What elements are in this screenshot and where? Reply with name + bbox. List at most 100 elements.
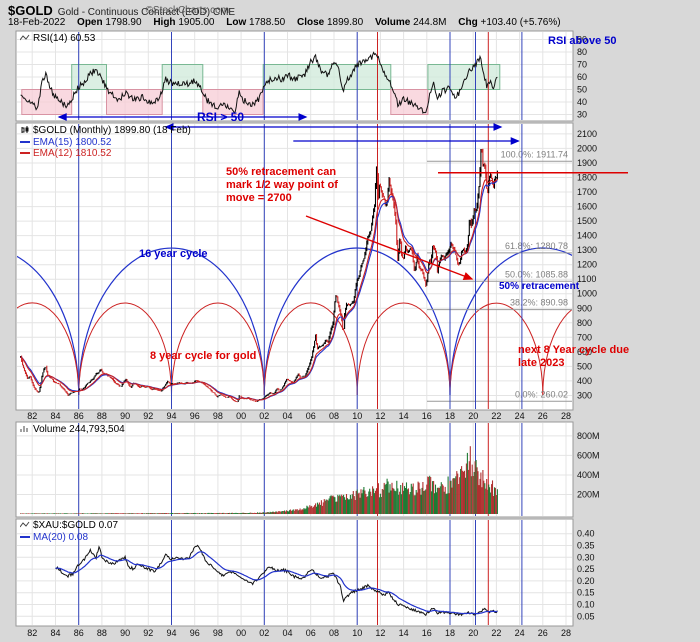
- svg-text:40: 40: [577, 97, 587, 107]
- svg-text:00: 00: [236, 628, 246, 638]
- indicator-line-icon: [19, 522, 30, 528]
- high-label: High: [153, 17, 176, 28]
- svg-text:600M: 600M: [577, 450, 600, 460]
- page-title: Gold - Continuous Contract (EOD) CME: [57, 7, 236, 18]
- ema15-swatch-icon: [20, 141, 30, 144]
- annotation-50-retracement: 50% retracement: [499, 281, 580, 292]
- svg-text:04: 04: [282, 628, 292, 638]
- svg-text:02: 02: [259, 628, 269, 638]
- svg-text:200M: 200M: [577, 490, 600, 500]
- price-legend: $GOLD (Monthly) 1899.80 (18 Feb): [20, 125, 191, 136]
- svg-text:0.15: 0.15: [577, 588, 595, 598]
- ratio-legend: $XAU:$GOLD 0.07: [19, 520, 119, 531]
- svg-text:1600: 1600: [577, 202, 597, 212]
- open-value: 1798.90: [105, 17, 142, 28]
- ratio-ma-legend-text[interactable]: MA(20) 0.08: [33, 532, 89, 543]
- quote-date: 18-Feb-2022: [8, 17, 66, 28]
- svg-text:02: 02: [259, 411, 269, 421]
- svg-text:800: 800: [577, 318, 592, 328]
- svg-text:24: 24: [515, 628, 525, 638]
- svg-text:98: 98: [213, 411, 223, 421]
- svg-text:0.35: 0.35: [577, 541, 595, 551]
- svg-text:16: 16: [422, 411, 432, 421]
- chg-value: +103.40 (+5.76%): [480, 17, 561, 28]
- svg-text:88: 88: [97, 628, 107, 638]
- svg-text:1900: 1900: [577, 158, 597, 168]
- annotation-rsi-gt-50: RSI > 50: [197, 110, 245, 124]
- svg-text:96: 96: [190, 628, 200, 638]
- ema12-legend-text[interactable]: EMA(12) 1810.52: [33, 148, 112, 159]
- ema12-swatch-icon: [20, 152, 30, 155]
- svg-text:10: 10: [352, 411, 362, 421]
- svg-text:84: 84: [50, 628, 60, 638]
- svg-text:1000: 1000: [577, 289, 597, 299]
- svg-text:1400: 1400: [577, 231, 597, 241]
- svg-text:60: 60: [577, 72, 587, 82]
- svg-text:38.2%: 890.98: 38.2%: 890.98: [510, 298, 568, 308]
- volume-bars-icon: [20, 426, 28, 433]
- svg-text:86: 86: [74, 411, 84, 421]
- svg-text:12: 12: [375, 628, 385, 638]
- svg-text:92: 92: [143, 628, 153, 638]
- svg-text:30: 30: [577, 110, 587, 120]
- volume-legend-text[interactable]: Volume 244,793,504: [33, 424, 125, 435]
- svg-text:26: 26: [538, 628, 548, 638]
- svg-text:1300: 1300: [577, 245, 597, 255]
- svg-text:88: 88: [97, 411, 107, 421]
- svg-text:96: 96: [190, 411, 200, 421]
- volume-label: Volume: [374, 17, 411, 28]
- svg-text:90: 90: [120, 411, 130, 421]
- volume-legend: Volume 244,793,504: [20, 424, 125, 435]
- svg-text:0.0%: 260.02: 0.0%: 260.02: [515, 389, 568, 399]
- svg-text:04: 04: [282, 411, 292, 421]
- svg-text:400: 400: [577, 376, 592, 386]
- svg-text:18: 18: [445, 628, 455, 638]
- svg-text:700: 700: [577, 332, 592, 342]
- svg-text:08: 08: [329, 628, 339, 638]
- svg-text:400M: 400M: [577, 470, 600, 480]
- annotation-16-year-cycle: 16 year cycle: [139, 248, 208, 260]
- svg-text:84: 84: [50, 411, 60, 421]
- symbol: $GOLD: [8, 3, 53, 18]
- svg-text:28: 28: [561, 628, 571, 638]
- price-legend-text[interactable]: $GOLD (Monthly) 1899.80 (18 Feb): [33, 125, 191, 136]
- svg-text:00: 00: [236, 411, 246, 421]
- source-credit[interactable]: ©StockCharts.com: [145, 5, 230, 16]
- svg-text:14: 14: [399, 628, 409, 638]
- svg-text:22: 22: [491, 411, 501, 421]
- annotation-next-cycle: next 8 Year cycle due late 2023: [518, 344, 630, 369]
- svg-text:80: 80: [577, 47, 587, 57]
- annotation-8-year-cycle: 8 year cycle for gold: [150, 350, 257, 362]
- svg-text:500: 500: [577, 361, 592, 371]
- svg-text:28: 28: [561, 411, 571, 421]
- svg-text:20: 20: [468, 628, 478, 638]
- svg-text:24: 24: [515, 411, 525, 421]
- ema12-legend: EMA(12) 1810.52: [20, 148, 111, 159]
- svg-text:0.30: 0.30: [577, 552, 595, 562]
- svg-text:800M: 800M: [577, 431, 600, 441]
- svg-text:100.0%: 1911.74: 100.0%: 1911.74: [501, 149, 568, 159]
- svg-text:61.8%: 1280.78: 61.8%: 1280.78: [505, 241, 568, 251]
- rsi-legend-text[interactable]: RSI(14) 60.53: [33, 33, 96, 44]
- svg-text:90: 90: [577, 35, 587, 45]
- svg-text:82: 82: [27, 628, 37, 638]
- svg-text:86: 86: [74, 628, 84, 638]
- ratio-legend-text[interactable]: $XAU:$GOLD 0.07: [33, 520, 119, 531]
- svg-text:18: 18: [445, 411, 455, 421]
- svg-text:16: 16: [422, 628, 432, 638]
- svg-text:14: 14: [399, 411, 409, 421]
- svg-text:600: 600: [577, 347, 592, 357]
- title-row: $GOLD Gold - Continuous Contract (EOD) CM…: [8, 2, 235, 20]
- svg-text:0.20: 0.20: [577, 576, 595, 586]
- svg-text:94: 94: [166, 411, 176, 421]
- annotation-rsi-above-50: RSI above 50: [548, 35, 617, 47]
- low-label: Low: [226, 17, 247, 28]
- svg-text:1100: 1100: [577, 274, 596, 284]
- svg-text:0.25: 0.25: [577, 564, 595, 574]
- svg-text:92: 92: [143, 411, 153, 421]
- svg-text:70: 70: [577, 60, 587, 70]
- chg-label: Chg: [458, 17, 478, 28]
- ratio-ma-legend: MA(20) 0.08: [20, 532, 88, 543]
- ema15-legend-text[interactable]: EMA(15) 1800.52: [33, 137, 112, 148]
